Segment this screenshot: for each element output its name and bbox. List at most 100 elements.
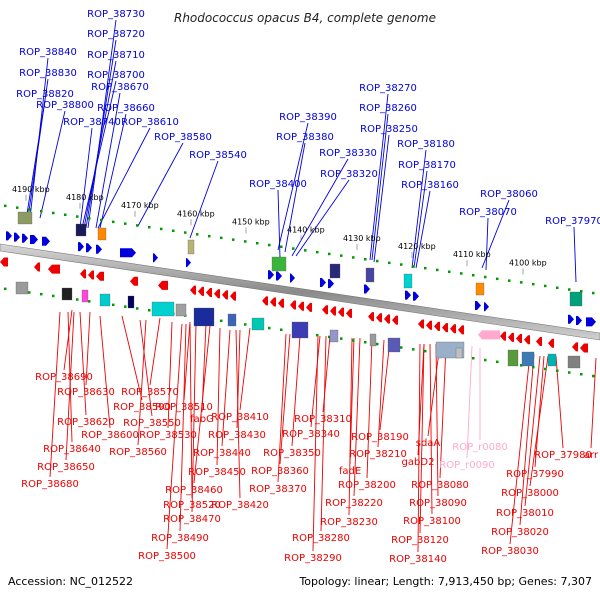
gene-label-bottom[interactable]: ROP_38630 [57, 387, 115, 398]
forward-gene-arrow[interactable] [290, 273, 295, 283]
gene-feature-block[interactable] [455, 347, 463, 359]
reverse-gene-arrow[interactable] [290, 300, 296, 310]
gene-label-bottom[interactable]: ROP_38620 [57, 417, 115, 428]
gene-label-top[interactable]: ROP_38830 [19, 68, 77, 79]
gene-label-bottom[interactable]: ROP_38350 [263, 448, 321, 459]
gene-label-bottom[interactable]: fabG [190, 414, 214, 425]
forward-gene-arrow[interactable] [153, 253, 158, 263]
reverse-gene-arrow[interactable] [426, 320, 432, 330]
gene-label-bottom[interactable]: ROP_38650 [37, 462, 95, 473]
gene-feature-block[interactable] [403, 273, 413, 289]
reverse-gene-arrow[interactable] [450, 324, 456, 334]
gene-label-bottom[interactable]: ROP_38100 [403, 516, 461, 527]
gene-label-bottom[interactable]: ROP_38550 [123, 418, 181, 429]
gene-label-bottom[interactable]: ROP_38220 [325, 498, 383, 509]
gene-label-bottom[interactable]: ROP_37990 [506, 469, 564, 480]
reverse-gene-arrow[interactable] [322, 305, 328, 315]
gene-feature-block[interactable] [507, 349, 519, 367]
gene-label-top[interactable]: ROP_38250 [360, 124, 418, 135]
gene-label-bottom[interactable]: arr [584, 450, 599, 461]
gene-label-bottom[interactable]: ROP_38290 [284, 553, 342, 564]
reverse-gene-arrow[interactable] [442, 323, 448, 333]
forward-gene-arrow[interactable] [475, 300, 481, 310]
gene-label-bottom[interactable]: ROP_38510 [155, 402, 213, 413]
forward-gene-arrow[interactable] [484, 302, 489, 312]
gene-feature-block[interactable] [387, 337, 401, 353]
forward-gene-arrow[interactable] [568, 314, 574, 324]
gene-label-bottom[interactable]: ROP_38200 [338, 480, 396, 491]
reverse-gene-arrow[interactable] [96, 271, 104, 281]
reverse-gene-arrow[interactable] [434, 321, 440, 331]
gene-label-top[interactable]: ROP_38610 [121, 117, 179, 128]
gene-label-bottom[interactable]: ROP_38690 [35, 372, 93, 383]
gene-label-top[interactable]: ROP_38260 [359, 103, 417, 114]
gene-label-bottom[interactable]: ROP_38470 [163, 514, 221, 525]
gene-label-bottom[interactable]: ROP_38280 [292, 533, 350, 544]
gene-label-top[interactable]: ROP_38540 [189, 150, 247, 161]
gene-label-top[interactable]: ROP_38270 [359, 83, 417, 94]
gene-label-bottom[interactable]: ROP_38530 [139, 430, 197, 441]
reverse-gene-arrow[interactable] [34, 262, 40, 272]
gene-feature-block[interactable] [193, 307, 215, 327]
gene-label-top[interactable]: ROP_38380 [276, 132, 334, 143]
reverse-gene-arrow[interactable] [80, 269, 86, 279]
forward-gene-arrow[interactable] [42, 236, 50, 246]
reverse-gene-arrow[interactable] [230, 291, 236, 301]
gene-label-top[interactable]: ROP_38670 [91, 82, 149, 93]
forward-gene-arrow[interactable] [96, 244, 102, 254]
reverse-gene-arrow[interactable] [330, 306, 336, 316]
gene-feature-block[interactable] [175, 303, 187, 317]
forward-gene-arrow[interactable] [22, 233, 28, 243]
gene-label-bottom[interactable]: ROP_38090 [409, 498, 467, 509]
gene-label-bottom[interactable]: ROP_38520 [163, 500, 221, 511]
reverse-gene-arrow[interactable] [548, 338, 554, 348]
forward-gene-arrow[interactable] [86, 243, 92, 253]
gene-label-bottom[interactable]: ROP_38680 [21, 479, 79, 490]
gene-label-top[interactable]: ROP_38840 [19, 47, 77, 58]
gene-label-bottom[interactable]: fadE [339, 466, 361, 477]
gene-label-top[interactable]: ROP_38710 [87, 50, 145, 61]
gene-label-bottom[interactable]: ROP_38230 [320, 517, 378, 528]
reverse-gene-arrow[interactable] [458, 325, 464, 335]
gene-label-bottom[interactable]: ROP_38430 [208, 430, 266, 441]
reverse-gene-arrow[interactable] [418, 319, 424, 329]
gene-feature-block[interactable] [127, 295, 135, 309]
forward-gene-arrow[interactable] [276, 271, 282, 281]
gene-label-top[interactable]: ROP_38060 [480, 189, 538, 200]
gene-label-top[interactable]: ROP_38330 [319, 148, 377, 159]
forward-gene-arrow[interactable] [413, 291, 419, 301]
forward-gene-arrow[interactable] [14, 232, 20, 242]
gene-label-top[interactable]: ROP_38730 [87, 9, 145, 20]
gene-label-bottom[interactable]: ROP_38420 [211, 500, 269, 511]
reverse-gene-arrow[interactable] [214, 289, 220, 299]
gene-feature-block[interactable] [99, 293, 111, 307]
gene-feature-block[interactable] [569, 291, 583, 307]
gene-feature-block[interactable] [75, 223, 87, 237]
gene-label-bottom[interactable]: ROP_38640 [43, 444, 101, 455]
reverse-gene-arrow[interactable] [500, 331, 506, 341]
reverse-gene-arrow[interactable] [384, 314, 390, 324]
gene-label-bottom[interactable]: ROP_38490 [151, 533, 209, 544]
gene-label-top[interactable]: ROP_38700 [87, 70, 145, 81]
forward-gene-arrow[interactable] [320, 277, 326, 287]
reverse-gene-arrow[interactable] [392, 315, 398, 325]
gene-label-bottom[interactable]: ROP_38000 [501, 488, 559, 499]
reverse-gene-arrow[interactable] [0, 257, 8, 267]
reverse-gene-arrow[interactable] [130, 276, 138, 286]
reverse-gene-arrow[interactable] [88, 270, 94, 280]
gene-label-top[interactable]: ROP_38320 [320, 169, 378, 180]
reverse-gene-arrow[interactable] [508, 332, 514, 342]
gene-label-bottom[interactable]: gabD2 [402, 457, 435, 468]
gene-feature-block[interactable] [187, 239, 195, 255]
gene-feature-block[interactable] [291, 321, 309, 339]
gene-label-bottom[interactable]: ROP_38120 [391, 535, 449, 546]
gene-label-bottom[interactable]: ROP_38410 [211, 412, 269, 423]
gene-feature-block[interactable] [475, 282, 485, 296]
gene-feature-block[interactable] [227, 313, 237, 327]
reverse-gene-arrow[interactable] [206, 288, 212, 298]
reverse-gene-arrow[interactable] [48, 264, 60, 274]
gene-label-bottom[interactable]: ROP_38440 [193, 448, 251, 459]
gene-label-bottom[interactable]: ROP_38340 [282, 429, 340, 440]
gene-feature-block[interactable] [151, 301, 175, 317]
gene-label-bottom[interactable]: ROP_38590 [113, 402, 171, 413]
